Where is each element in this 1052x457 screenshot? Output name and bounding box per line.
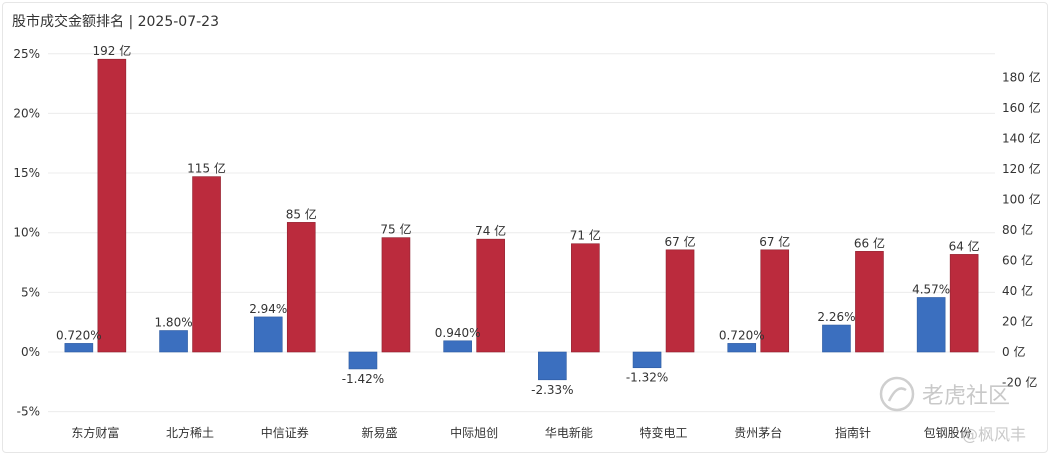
right-tick-label: 120 亿 [1002,161,1041,176]
grid-layer [48,53,995,413]
pct-label: 0.720% [719,328,765,342]
right-tick-label: 160 亿 [1002,100,1041,115]
pct-bar [253,316,283,353]
left-tick-label: 20% [13,106,40,120]
x-category-label: 特变电工 [640,425,688,440]
pct-label: -1.32% [626,371,668,385]
right-tick-label: 20 亿 [1002,314,1033,329]
x-axis: 东方财富 北方稀土 中信证券 新易盛 中际旭创 华电新能 特变电工 贵州茅台 指南针 包钢股份 [71,425,971,440]
amount-bar [381,237,411,353]
pct-bar [727,343,757,353]
right-tick-label: 40 亿 [1002,283,1033,298]
pct-label: 4.57% [912,282,950,296]
left-tick-label: -5% [17,405,40,419]
left-axis: -5% 0% 5% 10% 15% 20% 25% [13,47,40,419]
pct-label: 0.940% [435,326,481,340]
pct-label: -2.33% [531,383,573,397]
amount-label: 115 亿 [187,161,226,176]
bars-layer [64,58,979,381]
left-tick-label: 15% [13,166,40,180]
amount-label: 85 亿 [286,206,317,221]
pct-label: 2.26% [817,310,855,324]
pct-bar [159,330,188,353]
x-category-label: 华电新能 [545,425,593,440]
x-category-label: 新易盛 [361,425,397,440]
pct-bar [443,340,472,353]
amount-label: 71 亿 [570,228,601,243]
left-tick-label: 0% [21,345,40,359]
amount-bar [760,249,790,353]
pct-label: -1.42% [342,372,384,386]
labels-layer: 0.720% 192 亿 1.80% 115 亿 2.94% 85 亿 -1.42% 75 亿… [56,43,980,397]
right-axis: -20 亿 0 亿 20 亿 40 亿 60 亿 80 亿 100 亿 120 亿 140 亿 1… [1002,70,1041,390]
amount-label: 64 亿 [949,238,980,253]
amount-bar [949,254,979,353]
x-category-label: 东方财富 [71,425,119,440]
left-tick-label: 25% [13,47,40,61]
amount-label: 66 亿 [854,235,885,250]
amount-bar [97,58,127,353]
pct-bar [822,324,851,353]
amount-bar [286,222,316,353]
tiger-logo-icon-mark [887,387,907,402]
chart-title: 股市成交金额排名 | 2025-07-23 [12,14,219,30]
x-category-label: 贵州茅台 [734,425,782,440]
pct-label: 2.94% [249,302,287,316]
right-tick-label: 0 亿 [1002,344,1025,359]
x-category-label: 北方稀土 [166,425,214,440]
pct-bar [348,351,378,370]
amount-label: 67 亿 [665,234,696,249]
right-tick-label: 100 亿 [1002,192,1041,207]
pct-bar [64,343,94,353]
right-tick-label: 140 亿 [1002,131,1041,146]
amount-bar [476,238,505,353]
pct-label: 0.720% [56,328,102,342]
watermark-sub: @枫风丰 [962,425,1026,444]
amount-bar [855,251,884,353]
pct-bar [632,351,662,369]
amount-label: 67 亿 [759,234,790,249]
left-tick-label: 10% [13,226,40,240]
amount-bar [571,243,600,353]
watermark: 老虎社区 @枫风丰 [879,376,1026,444]
amount-label: 192 亿 [92,43,131,58]
left-tick-label: 5% [21,285,40,299]
tiger-logo-icon [879,376,915,412]
amount-label: 75 亿 [380,222,411,237]
right-tick-label: 80 亿 [1002,222,1033,237]
amount-label: 74 亿 [475,223,506,238]
right-tick-label: 180 亿 [1002,70,1041,85]
x-category-label: 指南针 [835,425,871,440]
pct-label: 1.80% [154,316,192,330]
x-category-label: 中际旭创 [450,425,498,440]
right-tick-label: 60 亿 [1002,253,1033,268]
x-category-label: 包钢股份 [924,426,972,440]
pct-bar [916,297,946,353]
amount-bar [192,176,221,353]
watermark-text: 老虎社区 [922,384,1010,409]
right-tick-label: -20 亿 [1002,375,1037,390]
pct-bar [538,351,567,381]
amount-bar [665,249,695,353]
x-category-label: 中信证券 [261,425,309,440]
